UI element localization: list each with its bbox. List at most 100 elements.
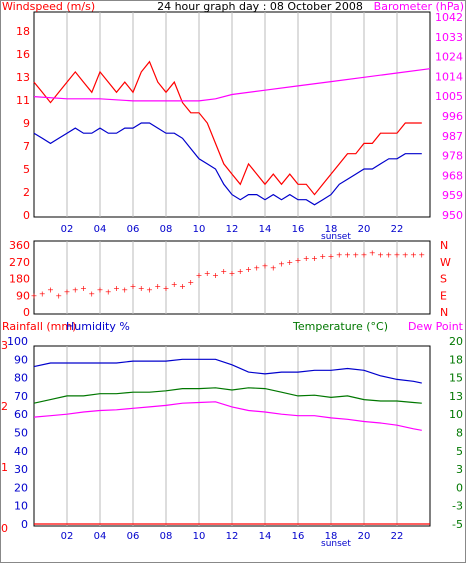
sunset-label-bottom: sunset: [321, 539, 351, 549]
x-tick-wind: 04: [94, 224, 107, 235]
direction-point: +: [31, 291, 38, 300]
x-tick-wind: 02: [61, 224, 74, 235]
barometer-tick-label: 987: [442, 130, 463, 143]
dewpoint-axis-title: Dew Point: [408, 320, 464, 333]
temperature-tick-label: 3: [456, 463, 463, 476]
barometer-tick-label: 1005: [435, 90, 463, 103]
x-tick-wind: 14: [259, 224, 272, 235]
direction-tick-label: 270: [9, 256, 30, 269]
direction-point: +: [394, 250, 401, 259]
direction-point: +: [171, 280, 178, 289]
direction-point: +: [80, 284, 87, 293]
temperature-tick-label: 0: [456, 481, 463, 494]
x-tick-temp: 02: [61, 531, 74, 542]
avg-wind-line: [33, 122, 422, 206]
x-tick-wind: 08: [160, 224, 173, 235]
temperature-axis-title: Temperature (°C): [292, 320, 388, 333]
direction-point: +: [72, 286, 79, 295]
direction-point: +: [270, 263, 277, 272]
barometer-tick-label: 968: [442, 169, 463, 182]
direction-point: +: [88, 289, 95, 298]
barometer-tick-label: 950: [442, 209, 463, 222]
x-tick-wind: 06: [127, 224, 140, 235]
x-tick-temp: 08: [160, 531, 173, 542]
barometer-tick-label: 959: [442, 189, 463, 202]
sunset-label: sunset: [321, 232, 351, 242]
direction-point: +: [179, 282, 186, 291]
direction-point: +: [410, 250, 417, 259]
chart-title: 24 hour graph day : 08 October 2008: [157, 0, 363, 13]
direction-point: +: [253, 263, 260, 272]
direction-point: +: [154, 282, 161, 291]
direction-tick-label: 90: [16, 289, 30, 302]
wind-tick-label: 7: [23, 140, 30, 153]
x-tick-wind: 16: [292, 224, 305, 235]
direction-point: +: [377, 250, 384, 259]
direction-point: +: [187, 278, 194, 287]
temperature-tick-label: 15: [449, 372, 463, 385]
temperature-tick-label: 13: [449, 390, 463, 403]
x-tick-temp: 12: [226, 531, 239, 542]
barometer-tick-label: 1033: [435, 31, 463, 44]
direction-point: +: [196, 271, 203, 280]
barometer-line: [33, 68, 431, 102]
humidity-tick-label: 70: [14, 390, 28, 403]
direction-point: +: [336, 250, 343, 259]
barometer-tick-label: 1014: [435, 70, 463, 83]
temperature-tick-label: 5: [456, 445, 463, 458]
temperature-tick-label: -5: [452, 518, 463, 531]
rain-tick-label: 2: [1, 400, 8, 413]
direction-point: +: [344, 250, 351, 259]
x-tick-wind: 22: [391, 224, 404, 235]
direction-point: +: [418, 250, 425, 259]
barometer-tick-label: 978: [442, 150, 463, 163]
direction-point: +: [121, 286, 128, 295]
humidity-tick-label: 30: [14, 463, 28, 476]
barometer-axis-title: Barometer (hPa): [374, 0, 464, 13]
direction-point: +: [97, 286, 104, 295]
rainfall-axis-title: Rainfall (mm): [2, 320, 76, 333]
direction-point: +: [385, 250, 392, 259]
direction-point: +: [237, 267, 244, 276]
barometer-tick-label: 1024: [435, 51, 463, 64]
direction-point: +: [278, 260, 285, 269]
x-tick-temp: 10: [193, 531, 206, 542]
dewpoint-line: [33, 401, 422, 431]
direction-point: +: [212, 271, 219, 280]
direction-tick-label: 360: [9, 239, 30, 252]
humidity-tick-label: 10: [14, 500, 28, 513]
x-tick-wind: 12: [226, 224, 239, 235]
direction-point: +: [311, 254, 318, 263]
humidity-tick-label: 50: [14, 427, 28, 440]
direction-tick-label: 180: [9, 273, 30, 286]
x-tick-temp: 16: [292, 531, 305, 542]
rain-tick-label: 3: [1, 339, 8, 352]
wind-tick-label: 0: [23, 209, 30, 222]
wind-tick-label: 11: [16, 94, 30, 107]
direction-point: +: [402, 250, 409, 259]
direction-point: +: [352, 250, 359, 259]
humidity-tick-label: 40: [14, 445, 28, 458]
direction-point: +: [47, 286, 54, 295]
humidity-tick-label: 20: [14, 481, 28, 494]
direction-point: +: [328, 252, 335, 261]
direction-point: +: [319, 252, 326, 261]
direction-point: +: [295, 256, 302, 265]
compass-tick-label: N: [440, 239, 448, 252]
temperature-tick-label: 10: [449, 408, 463, 421]
wind-axis-title: Windspeed (m/s): [2, 0, 95, 13]
temperature-tick-label: 18: [449, 353, 463, 366]
barometer-tick-label: 1042: [435, 11, 463, 24]
humidity-line: [33, 358, 422, 384]
compass-tick-label: E: [440, 289, 447, 302]
humidity-tick-label: 60: [14, 408, 28, 421]
humidity-tick-label: 80: [14, 372, 28, 385]
wind-tick-label: 5: [23, 163, 30, 176]
direction-point: +: [130, 282, 137, 291]
humidity-tick-label: 0: [21, 518, 28, 531]
x-tick-wind: 10: [193, 224, 206, 235]
direction-tick-label: 0: [23, 306, 30, 319]
temperature-line: [33, 387, 422, 404]
